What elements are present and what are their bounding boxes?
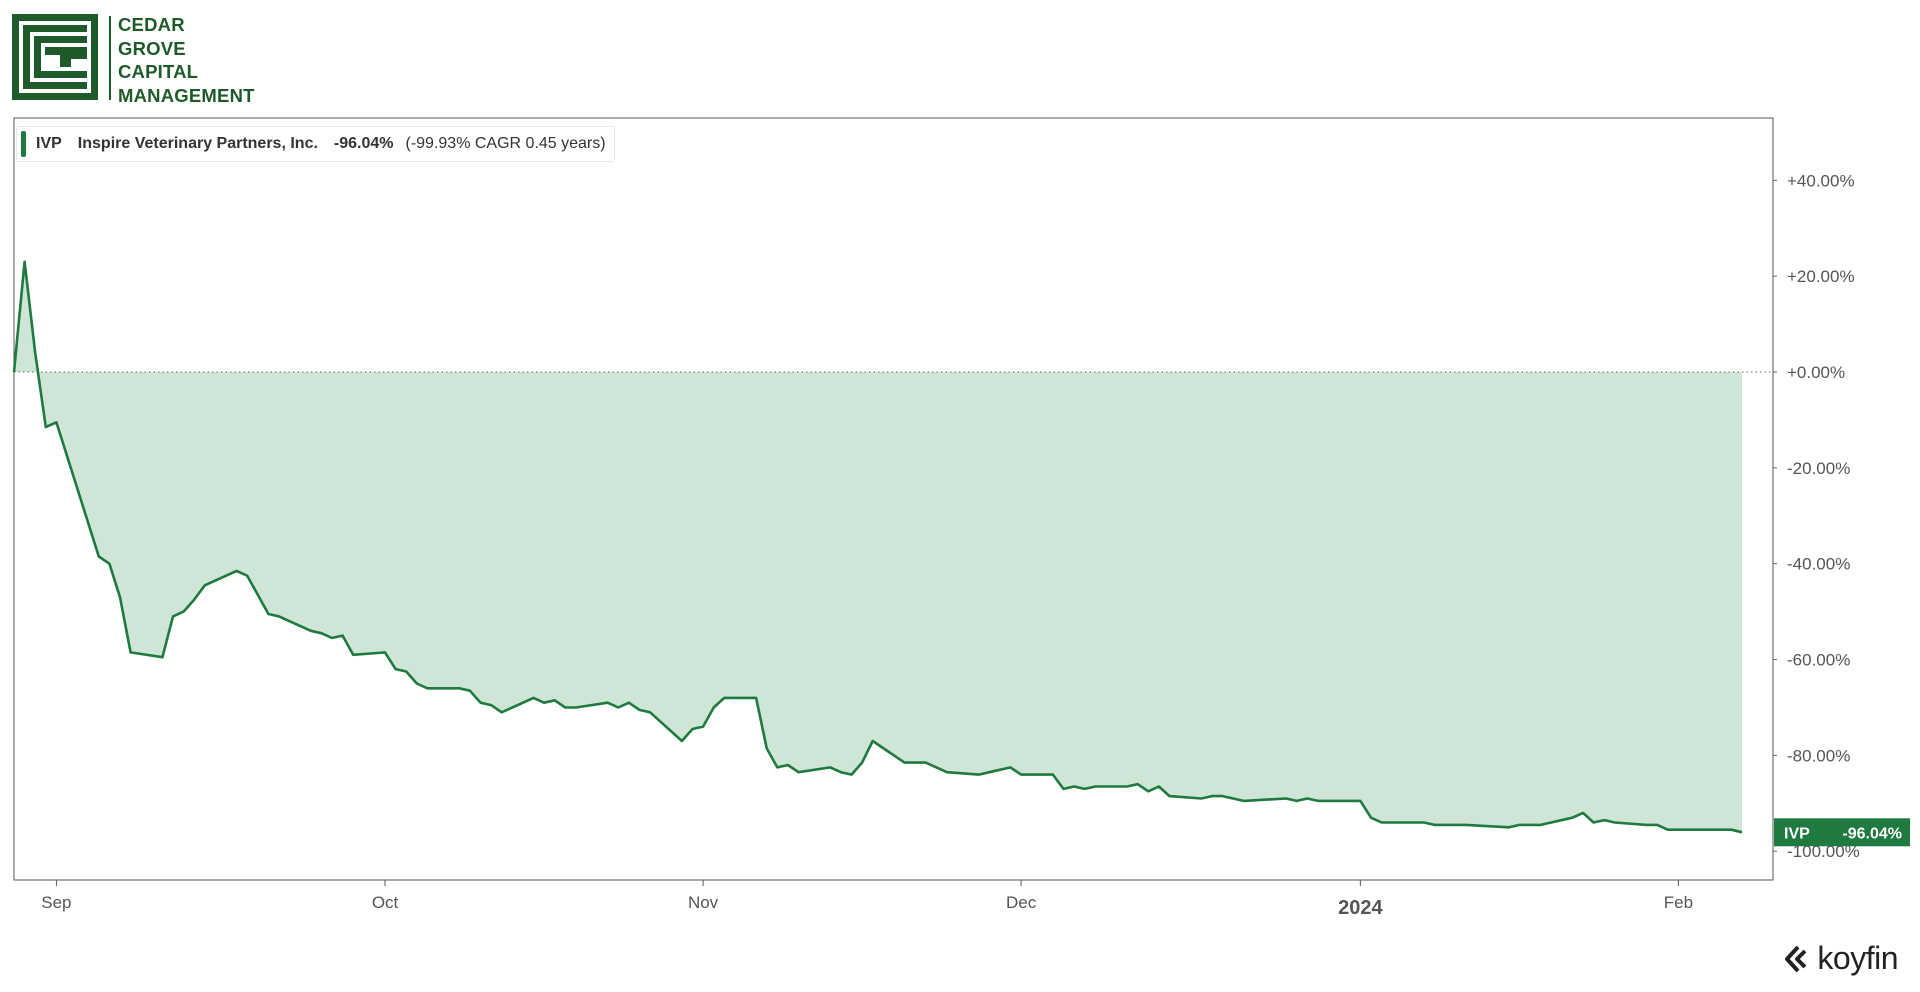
plot-frame [13, 117, 1774, 881]
logo-divider [109, 16, 111, 100]
x-tick-label: 2024 [1338, 897, 1383, 919]
chart-legend[interactable]: IVP Inspire Veterinary Partners, Inc. -9… [16, 126, 615, 162]
badge-ticker: IVP [1784, 825, 1810, 842]
y-tick-label: -20.00% [1787, 459, 1850, 478]
y-tick-label: -40.00% [1787, 555, 1850, 574]
series-area-ivp [14, 261, 1742, 833]
koyfin-wordmark: koyfin [1817, 940, 1898, 976]
brand-line: CEDAR [118, 14, 185, 35]
brand-logo: CEDAR GROVE CAPITAL MANAGEMENT [12, 13, 302, 107]
x-tick-label: Feb [1664, 893, 1693, 912]
koyfin-logo-icon [1785, 945, 1807, 972]
y-tick-label: -80.00% [1787, 746, 1850, 765]
x-tick-label: Oct [372, 893, 399, 912]
y-tick-label: +20.00% [1787, 267, 1855, 286]
legend-company-name: Inspire Veterinary Partners, Inc. [77, 135, 318, 152]
y-tick-label: -60.00% [1787, 651, 1850, 670]
y-tick-label: +0.00% [1787, 363, 1845, 382]
legend-ticker: IVP [36, 135, 62, 152]
legend-cagr: (-99.93% CAGR 0.45 years) [405, 135, 606, 152]
brand-line: GROVE [118, 37, 186, 59]
last-value-badge [1774, 818, 1910, 847]
koyfin-watermark: koyfin [1783, 940, 1898, 977]
brand-line: CAPITAL [118, 61, 199, 82]
brand-line: MANAGEMENT [118, 84, 255, 106]
brand-name: CEDAR GROVE CAPITAL MANAGEMENT [118, 13, 255, 107]
legend-swatch [21, 131, 26, 157]
x-tick-label: Nov [688, 893, 719, 912]
series-line-ivp[interactable] [12, 260, 1743, 834]
x-tick-label: Dec [1006, 893, 1037, 912]
x-tick-label: Sep [41, 893, 71, 912]
cedar-grove-logo-icon [12, 14, 98, 100]
y-tick-label: -100.00% [1787, 842, 1860, 861]
legend-return: -96.04% [333, 135, 394, 152]
badge-value: -96.04% [1842, 825, 1902, 842]
y-tick-label: +40.00% [1787, 171, 1855, 190]
